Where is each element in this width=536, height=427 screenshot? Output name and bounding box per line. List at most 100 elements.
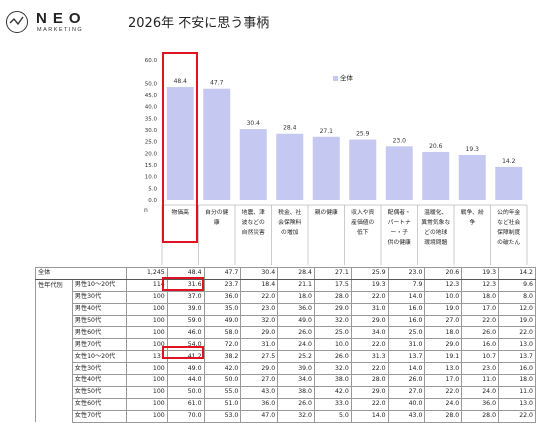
table-row: 男性40代 100 39.0 35.0 23.0 36.0 29.0 31.0 16.0 19.0… (35, 302, 536, 316)
category-label: 波などの (242, 218, 265, 226)
value-cell: 17.0 (461, 302, 500, 316)
bar-value-label: 20.6 (429, 143, 443, 150)
value-cell: 13.0 (424, 362, 463, 376)
category-label: 地震、津 (242, 208, 265, 216)
value-cell: 10.0 (313, 338, 352, 352)
value-cell: 25.0 (313, 326, 352, 340)
bar-value-label: 19.3 (466, 146, 480, 153)
value-cell: 28.0 (350, 374, 389, 387)
value-cell: 7.9 (387, 278, 426, 292)
value-cell: 29.0 (240, 326, 279, 340)
value-cell: 27.0 (240, 374, 279, 387)
value-cell: 38.0 (313, 374, 352, 387)
n-cell: 100 (126, 374, 168, 387)
value-cell: 17.0 (424, 374, 463, 387)
value-cell: 28.0 (313, 290, 352, 304)
value-cell: 53.0 (203, 409, 242, 423)
y-tick-label: 15.0 (145, 163, 158, 169)
bar-4 (276, 133, 304, 200)
value-cell: 36.0 (240, 397, 279, 411)
n-cell: 100 (126, 409, 168, 423)
n-cell: 100 (126, 290, 168, 304)
value-cell: 31.0 (350, 302, 389, 316)
value-cell: 24.0 (424, 397, 463, 411)
data-table: 全体 1,245 48.4 47.7 30.4 28.4 27.1 25.9 23.0 20.6 1… (34, 267, 536, 423)
value-cell: 39.0 (277, 362, 315, 376)
category-label: 異常気象な (421, 218, 450, 226)
value-cell: 24.0 (461, 385, 500, 399)
category-label: 配偶者・ (388, 208, 411, 216)
row-group-cell (35, 291, 73, 304)
row-group-cell (35, 362, 73, 375)
category-label: 親の健康 (315, 208, 338, 216)
value-cell: 16.0 (387, 302, 426, 316)
category-label: 公的年金 (497, 208, 520, 216)
value-cell: 14.0 (350, 409, 389, 423)
bar-chart: 0.0 5.0 10.0 15.0 20.0 25.0 30.0 35.0 40.0 45.0 50… (144, 58, 528, 265)
value-cell: 18.0 (498, 374, 536, 387)
value-cell: 31.3 (350, 350, 389, 364)
row-group-cell (35, 410, 73, 423)
value-cell: 23.7 (203, 278, 242, 292)
value-cell: 38.2 (203, 350, 242, 364)
row-group-cell (35, 398, 73, 411)
y-tick-label: 45.0 (145, 93, 158, 99)
value-cell: 46.0 (166, 326, 205, 340)
table-row: 女性10～20代 131 41.2 38.2 27.5 25.2 26.0 31.3 13.7 1… (35, 350, 536, 364)
category-label: 低下 (357, 228, 369, 236)
table-row: 男性30代 100 37.0 36.0 22.0 18.0 28.0 22.0 14.0 10.0… (35, 290, 536, 304)
category-label: の破たん (497, 238, 520, 246)
value-cell: 49.0 (166, 362, 205, 376)
value-cell: 34.0 (277, 374, 315, 387)
value-cell: 19.3 (350, 278, 389, 292)
value-cell: 51.0 (203, 397, 242, 411)
bar-value-label: 48.4 (174, 78, 188, 85)
y-tick-label: 10.0 (145, 175, 158, 181)
value-cell: 55.0 (203, 385, 242, 399)
table-row: 女性40代 100 44.0 50.0 27.0 34.0 38.0 28.0 26.0 17.0… (35, 374, 536, 387)
value-cell: 22.0 (461, 314, 500, 328)
value-cell: 14.0 (387, 290, 426, 304)
y-tick-label: 20.0 (145, 151, 158, 157)
table-row: 女性30代 100 49.0 42.0 29.0 39.0 32.0 22.0 14.0 13.0… (35, 362, 536, 376)
value-cell: 26.0 (387, 374, 426, 387)
category-label: どの地球 (424, 228, 447, 236)
value-cell: 32.0 (313, 362, 352, 376)
value-cell: 22.0 (424, 385, 463, 399)
table-row: 女性70代 100 70.0 53.0 47.0 32.0 5.0 14.0 43.0 28.0 2… (35, 409, 536, 423)
value-cell: 58.0 (203, 326, 242, 340)
brand-name: NEO (36, 10, 87, 27)
value-cell: 26.0 (277, 397, 315, 411)
category-label: 供の健康 (388, 238, 411, 246)
table-row: 性年代別 男性10～20代 114 31.6 23.7 18.4 21.1 17.5 19.3 7… (35, 278, 536, 292)
value-cell: 22.0 (498, 326, 536, 340)
table-row: 女性50代 100 50.0 55.0 43.0 38.0 42.0 29.0 27.0 22.0… (35, 385, 536, 399)
value-cell: 40.0 (387, 397, 426, 411)
category-label: 自分の健 (205, 208, 228, 216)
value-cell: 29.0 (350, 385, 389, 399)
row-label: 全体 (34, 267, 128, 280)
highlight-table-box-2 (162, 346, 204, 359)
value-cell: 36.0 (203, 290, 242, 304)
table-row: 全体 1,245 48.4 47.7 30.4 28.4 27.1 25.9 23.0 20.6 1… (34, 267, 536, 280)
n-cell: 100 (126, 397, 168, 411)
bar-value-label: 23.0 (393, 137, 407, 144)
value-cell: 41.2 (166, 350, 205, 364)
row-group-cell (35, 315, 73, 327)
value-cell: 49.0 (277, 314, 315, 328)
value-cell: 19.0 (498, 314, 536, 328)
value-cell: 47.7 (203, 267, 242, 280)
value-cell: 13.7 (387, 350, 426, 364)
row-label: 女性40代 (71, 374, 128, 387)
y-tick-label: 25.0 (145, 140, 158, 146)
value-cell: 23.0 (461, 362, 500, 376)
value-cell: 32.0 (277, 409, 315, 423)
value-cell: 32.0 (313, 314, 352, 328)
bar-8 (422, 151, 450, 200)
value-cell: 25.2 (277, 350, 315, 364)
value-cell: 27.0 (387, 385, 426, 399)
n-cell: 100 (126, 338, 168, 352)
row-group-cell (35, 350, 73, 363)
category-label: 税金、社 (278, 208, 301, 216)
legend-swatch (333, 75, 338, 81)
